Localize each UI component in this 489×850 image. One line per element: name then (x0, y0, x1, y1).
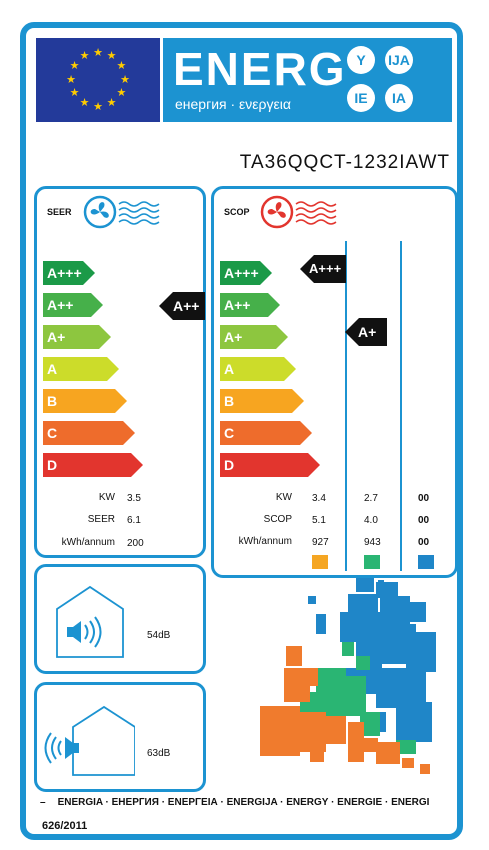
seer-row-value: 3.5 (127, 493, 141, 504)
seer-class-bar: D (43, 453, 145, 477)
scop-class-bar: C (220, 421, 314, 445)
scop-panel: SCOP A+++ A++ A+ A B C D A+++ A+ KW 3.4 2.7 00 SCO… (211, 186, 458, 578)
scop-class-bar: A++ (220, 293, 282, 317)
cooling-fan-icon (83, 195, 160, 229)
scop-row-value: 2.7 (364, 493, 378, 504)
energy-banner: ENERG енергия · ενεργεια Y IJA IE IA (163, 38, 452, 122)
climate-zone-swatch (312, 555, 328, 569)
eu-star-icon: ★ (66, 73, 76, 86)
scop-row-value: 4.0 (364, 515, 378, 526)
scop-row-label: SCOP (263, 514, 292, 525)
seer-class-label: A++ (47, 297, 74, 313)
column-divider (345, 241, 347, 571)
eu-star-icon: ★ (106, 96, 117, 109)
seer-class-bar: C (43, 421, 137, 445)
eu-star-icon: ★ (69, 60, 80, 72)
eu-star-icon: ★ (69, 87, 80, 99)
eu-star-icon: ★ (120, 73, 130, 86)
suffix-ie: IE (347, 84, 375, 112)
suffix-y: Y (347, 46, 375, 74)
footer-languages: – ENERGIA · ЕНЕРГИЯ · ΕΝΕΡΓΕΙΑ · ENERGIJA… (40, 797, 429, 808)
indoor-noise-value: 54dB (147, 630, 171, 641)
scop-row-label: KW (275, 492, 292, 503)
eu-star-icon: ★ (93, 46, 103, 59)
eu-flag-icon: ★ ★ ★ ★ ★ ★ ★ ★ ★ ★ ★ ★ (36, 38, 160, 122)
scop-class-label: B (224, 393, 235, 409)
scop-class-label: C (224, 425, 235, 441)
outdoor-noise-panel: 63dB (34, 682, 206, 792)
scop-rating-badge-average: A+++ (300, 255, 346, 283)
seer-class-label: B (47, 393, 58, 409)
seer-row-label: kWh/annum (61, 537, 115, 548)
scop-label: SCOP (224, 207, 250, 217)
heating-fan-icon (260, 195, 337, 229)
seer-row-value: 200 (127, 538, 144, 549)
scop-row-label: kWh/annum (238, 536, 292, 547)
seer-row-label: SEER (87, 514, 115, 525)
column-divider (400, 241, 402, 571)
seer-class-bar: A (43, 357, 121, 381)
scop-row-value: 00 (418, 515, 430, 526)
regulation-number: 626/2011 (42, 820, 88, 832)
seer-class-bar: A+ (43, 325, 113, 349)
scop-class-bar: A (220, 357, 298, 381)
eu-star-icon: ★ (106, 50, 117, 63)
suffix-ia: IA (385, 84, 413, 112)
scop-row-value: 927 (312, 537, 329, 548)
scop-class-bar: B (220, 389, 306, 413)
seer-class-label: A (47, 361, 58, 377)
climate-zone-swatch (418, 555, 434, 569)
scop-class-bar: A+++ (220, 261, 274, 285)
climate-zone-swatch (364, 555, 380, 569)
indoor-house-speaker-icon (56, 585, 124, 658)
seer-class-label: A+ (47, 329, 66, 345)
scop-class-label: A (224, 361, 235, 377)
seer-class-bar: A++ (43, 293, 105, 317)
europe-climate-map (260, 578, 436, 774)
scop-row-value: 943 (364, 537, 381, 548)
suffix-ija: IJA (385, 46, 413, 74)
energy-title: ENERG (173, 43, 347, 95)
seer-row-label: KW (98, 492, 115, 503)
scop-class-label: D (224, 457, 235, 473)
scop-class-bar: A+ (220, 325, 290, 349)
seer-class-label: C (47, 425, 58, 441)
scop-row-value: 5.1 (312, 515, 326, 526)
seer-class-label: A+++ (47, 265, 82, 281)
scop-class-bar: D (220, 453, 322, 477)
model-number: TA36QQCT-1232IAWT (239, 152, 450, 173)
seer-panel: SEER A+++ A++ A+ A B C D A++ KW 3.5 SEER 6.1 k… (34, 186, 206, 558)
scop-class-label: A+ (224, 329, 243, 345)
outdoor-noise-value: 63dB (147, 748, 171, 759)
seer-rating-text: A++ (173, 298, 200, 314)
footer-languages-text: ENERGIA · ЕНЕРГИЯ · ΕΝΕΡΓΕΙΑ · ENERGIJA … (57, 797, 430, 808)
scop-class-label: A+++ (224, 265, 259, 281)
footer-dash: – (40, 797, 46, 808)
scop-row-value: 00 (418, 493, 430, 504)
scop-class-label: A++ (224, 297, 251, 313)
seer-label: SEER (47, 207, 72, 217)
scop-rating-text: A+ (358, 324, 377, 340)
seer-class-label: D (47, 457, 58, 473)
eu-star-icon: ★ (79, 96, 90, 109)
scop-row-value: 00 (418, 537, 430, 548)
eu-star-icon: ★ (116, 87, 127, 99)
scop-row-value: 3.4 (312, 493, 326, 504)
seer-row-value: 6.1 (127, 515, 141, 526)
energy-subtitle: енергия · ενεργεια (175, 96, 291, 112)
outdoor-house-speaker-icon (44, 705, 135, 776)
seer-class-bar: A+++ (43, 261, 97, 285)
scop-rating-text: A+++ (309, 261, 342, 276)
indoor-noise-panel: 54dB (34, 564, 206, 674)
seer-class-bar: B (43, 389, 129, 413)
seer-rating-badge: A++ (159, 292, 205, 320)
scop-rating-badge-warmer: A+ (345, 318, 387, 346)
eu-star-icon: ★ (116, 60, 127, 72)
eu-star-icon: ★ (93, 100, 103, 113)
eu-star-icon: ★ (79, 50, 90, 63)
